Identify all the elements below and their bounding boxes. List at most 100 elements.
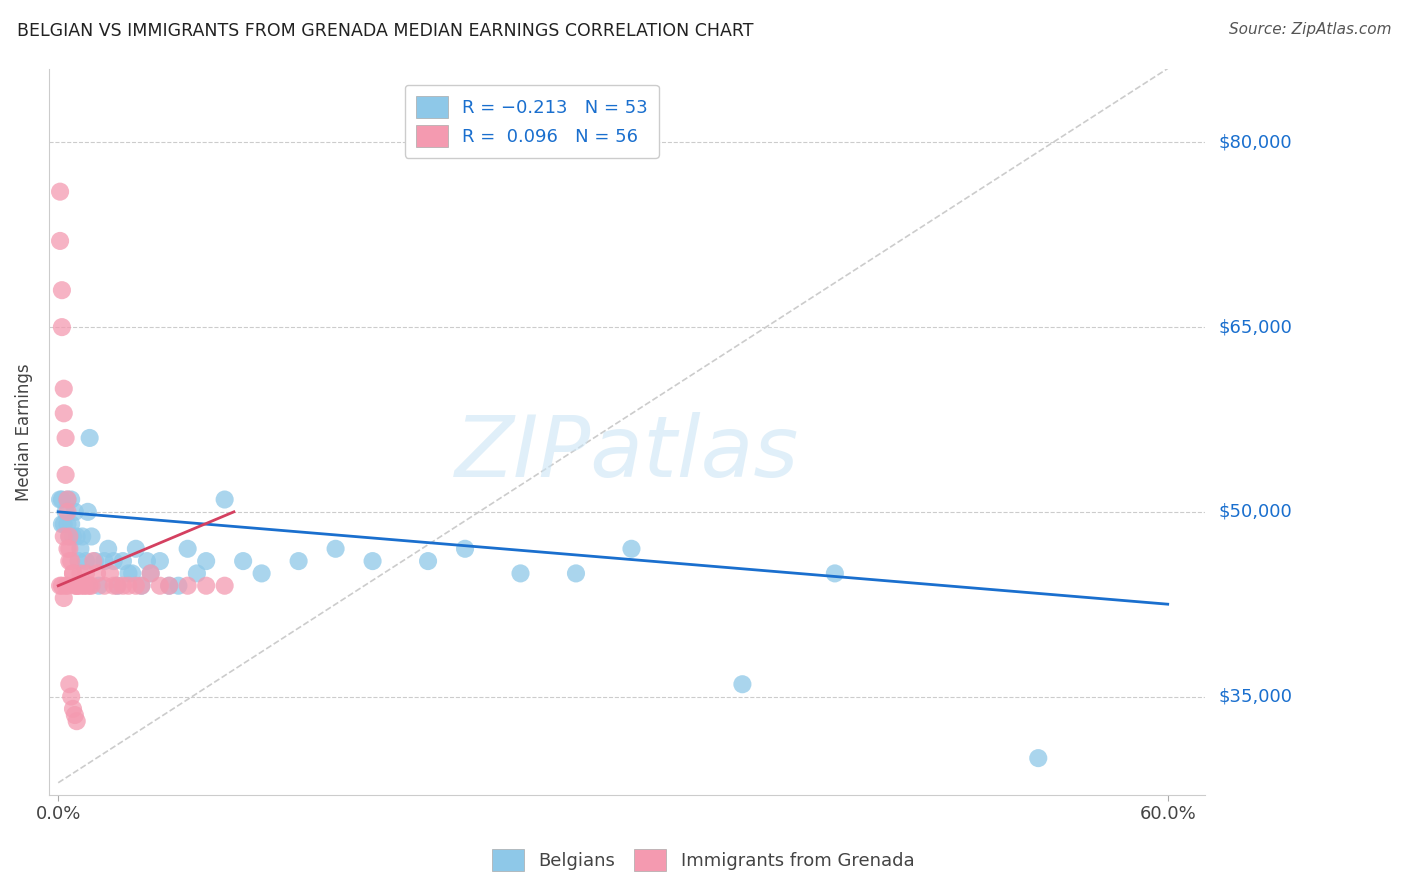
Point xyxy=(62,702,84,716)
Point xyxy=(80,579,103,593)
Point xyxy=(56,517,79,532)
Point xyxy=(63,579,86,593)
Point xyxy=(49,185,72,199)
Point xyxy=(149,554,172,568)
Point xyxy=(250,566,273,581)
Point xyxy=(176,541,198,556)
Point xyxy=(176,579,198,593)
Point xyxy=(416,554,439,568)
Point xyxy=(97,541,120,556)
Point xyxy=(86,566,108,581)
Y-axis label: Median Earnings: Median Earnings xyxy=(15,363,32,500)
Point xyxy=(62,566,84,581)
Point xyxy=(131,579,153,593)
Point xyxy=(186,566,208,581)
Point xyxy=(565,566,588,581)
Point xyxy=(214,492,236,507)
Point xyxy=(51,517,73,532)
Point xyxy=(55,505,77,519)
Text: BELGIAN VS IMMIGRANTS FROM GRENADA MEDIAN EARNINGS CORRELATION CHART: BELGIAN VS IMMIGRANTS FROM GRENADA MEDIA… xyxy=(17,22,754,40)
Point xyxy=(93,554,115,568)
Point xyxy=(73,579,96,593)
Point xyxy=(76,579,98,593)
Point xyxy=(1026,751,1049,765)
Point xyxy=(66,529,89,543)
Point xyxy=(75,554,97,568)
Point xyxy=(55,431,77,445)
Point xyxy=(52,517,75,532)
Point xyxy=(117,579,139,593)
Point xyxy=(55,579,77,593)
Point xyxy=(105,579,128,593)
Point xyxy=(103,554,125,568)
Point xyxy=(131,579,153,593)
Point xyxy=(105,579,128,593)
Point xyxy=(66,714,89,728)
Point xyxy=(121,566,143,581)
Point xyxy=(49,234,72,248)
Text: $80,000: $80,000 xyxy=(1219,134,1292,152)
Point xyxy=(195,554,218,568)
Point xyxy=(58,541,80,556)
Point xyxy=(62,566,84,581)
Point xyxy=(731,677,754,691)
Point xyxy=(87,579,110,593)
Point xyxy=(67,554,90,568)
Point xyxy=(58,554,80,568)
Point xyxy=(51,492,73,507)
Point xyxy=(49,579,72,593)
Point xyxy=(232,554,254,568)
Point xyxy=(56,579,79,593)
Point xyxy=(84,554,107,568)
Point xyxy=(195,579,218,593)
Point xyxy=(139,566,162,581)
Point xyxy=(454,541,477,556)
Point xyxy=(117,566,139,581)
Point xyxy=(325,541,347,556)
Point xyxy=(103,579,125,593)
Point xyxy=(60,690,83,704)
Point xyxy=(139,566,162,581)
Point xyxy=(52,406,75,420)
Text: $35,000: $35,000 xyxy=(1219,688,1292,706)
Point xyxy=(79,579,101,593)
Point xyxy=(51,320,73,334)
Text: ZIPatlas: ZIPatlas xyxy=(454,412,799,495)
Point xyxy=(287,554,309,568)
Text: $65,000: $65,000 xyxy=(1219,318,1292,336)
Point xyxy=(76,505,98,519)
Text: Source: ZipAtlas.com: Source: ZipAtlas.com xyxy=(1229,22,1392,37)
Point xyxy=(98,566,121,581)
Point xyxy=(167,579,190,593)
Point xyxy=(63,505,86,519)
Point xyxy=(93,579,115,593)
Point xyxy=(56,492,79,507)
Point xyxy=(51,579,73,593)
Point xyxy=(60,517,83,532)
Text: $50,000: $50,000 xyxy=(1219,503,1292,521)
Point xyxy=(80,529,103,543)
Point xyxy=(149,579,172,593)
Point xyxy=(52,382,75,396)
Point xyxy=(62,529,84,543)
Point xyxy=(69,541,91,556)
Point xyxy=(55,467,77,482)
Point xyxy=(73,579,96,593)
Point xyxy=(69,579,91,593)
Point xyxy=(509,566,531,581)
Point xyxy=(111,579,134,593)
Point xyxy=(824,566,846,581)
Point xyxy=(79,431,101,445)
Point xyxy=(56,541,79,556)
Point xyxy=(69,566,91,581)
Point xyxy=(60,492,83,507)
Point xyxy=(52,591,75,605)
Point xyxy=(125,579,148,593)
Point xyxy=(66,579,89,593)
Point xyxy=(125,541,148,556)
Point xyxy=(72,529,94,543)
Point xyxy=(620,541,643,556)
Point xyxy=(51,283,73,297)
Point xyxy=(60,554,83,568)
Point xyxy=(58,529,80,543)
